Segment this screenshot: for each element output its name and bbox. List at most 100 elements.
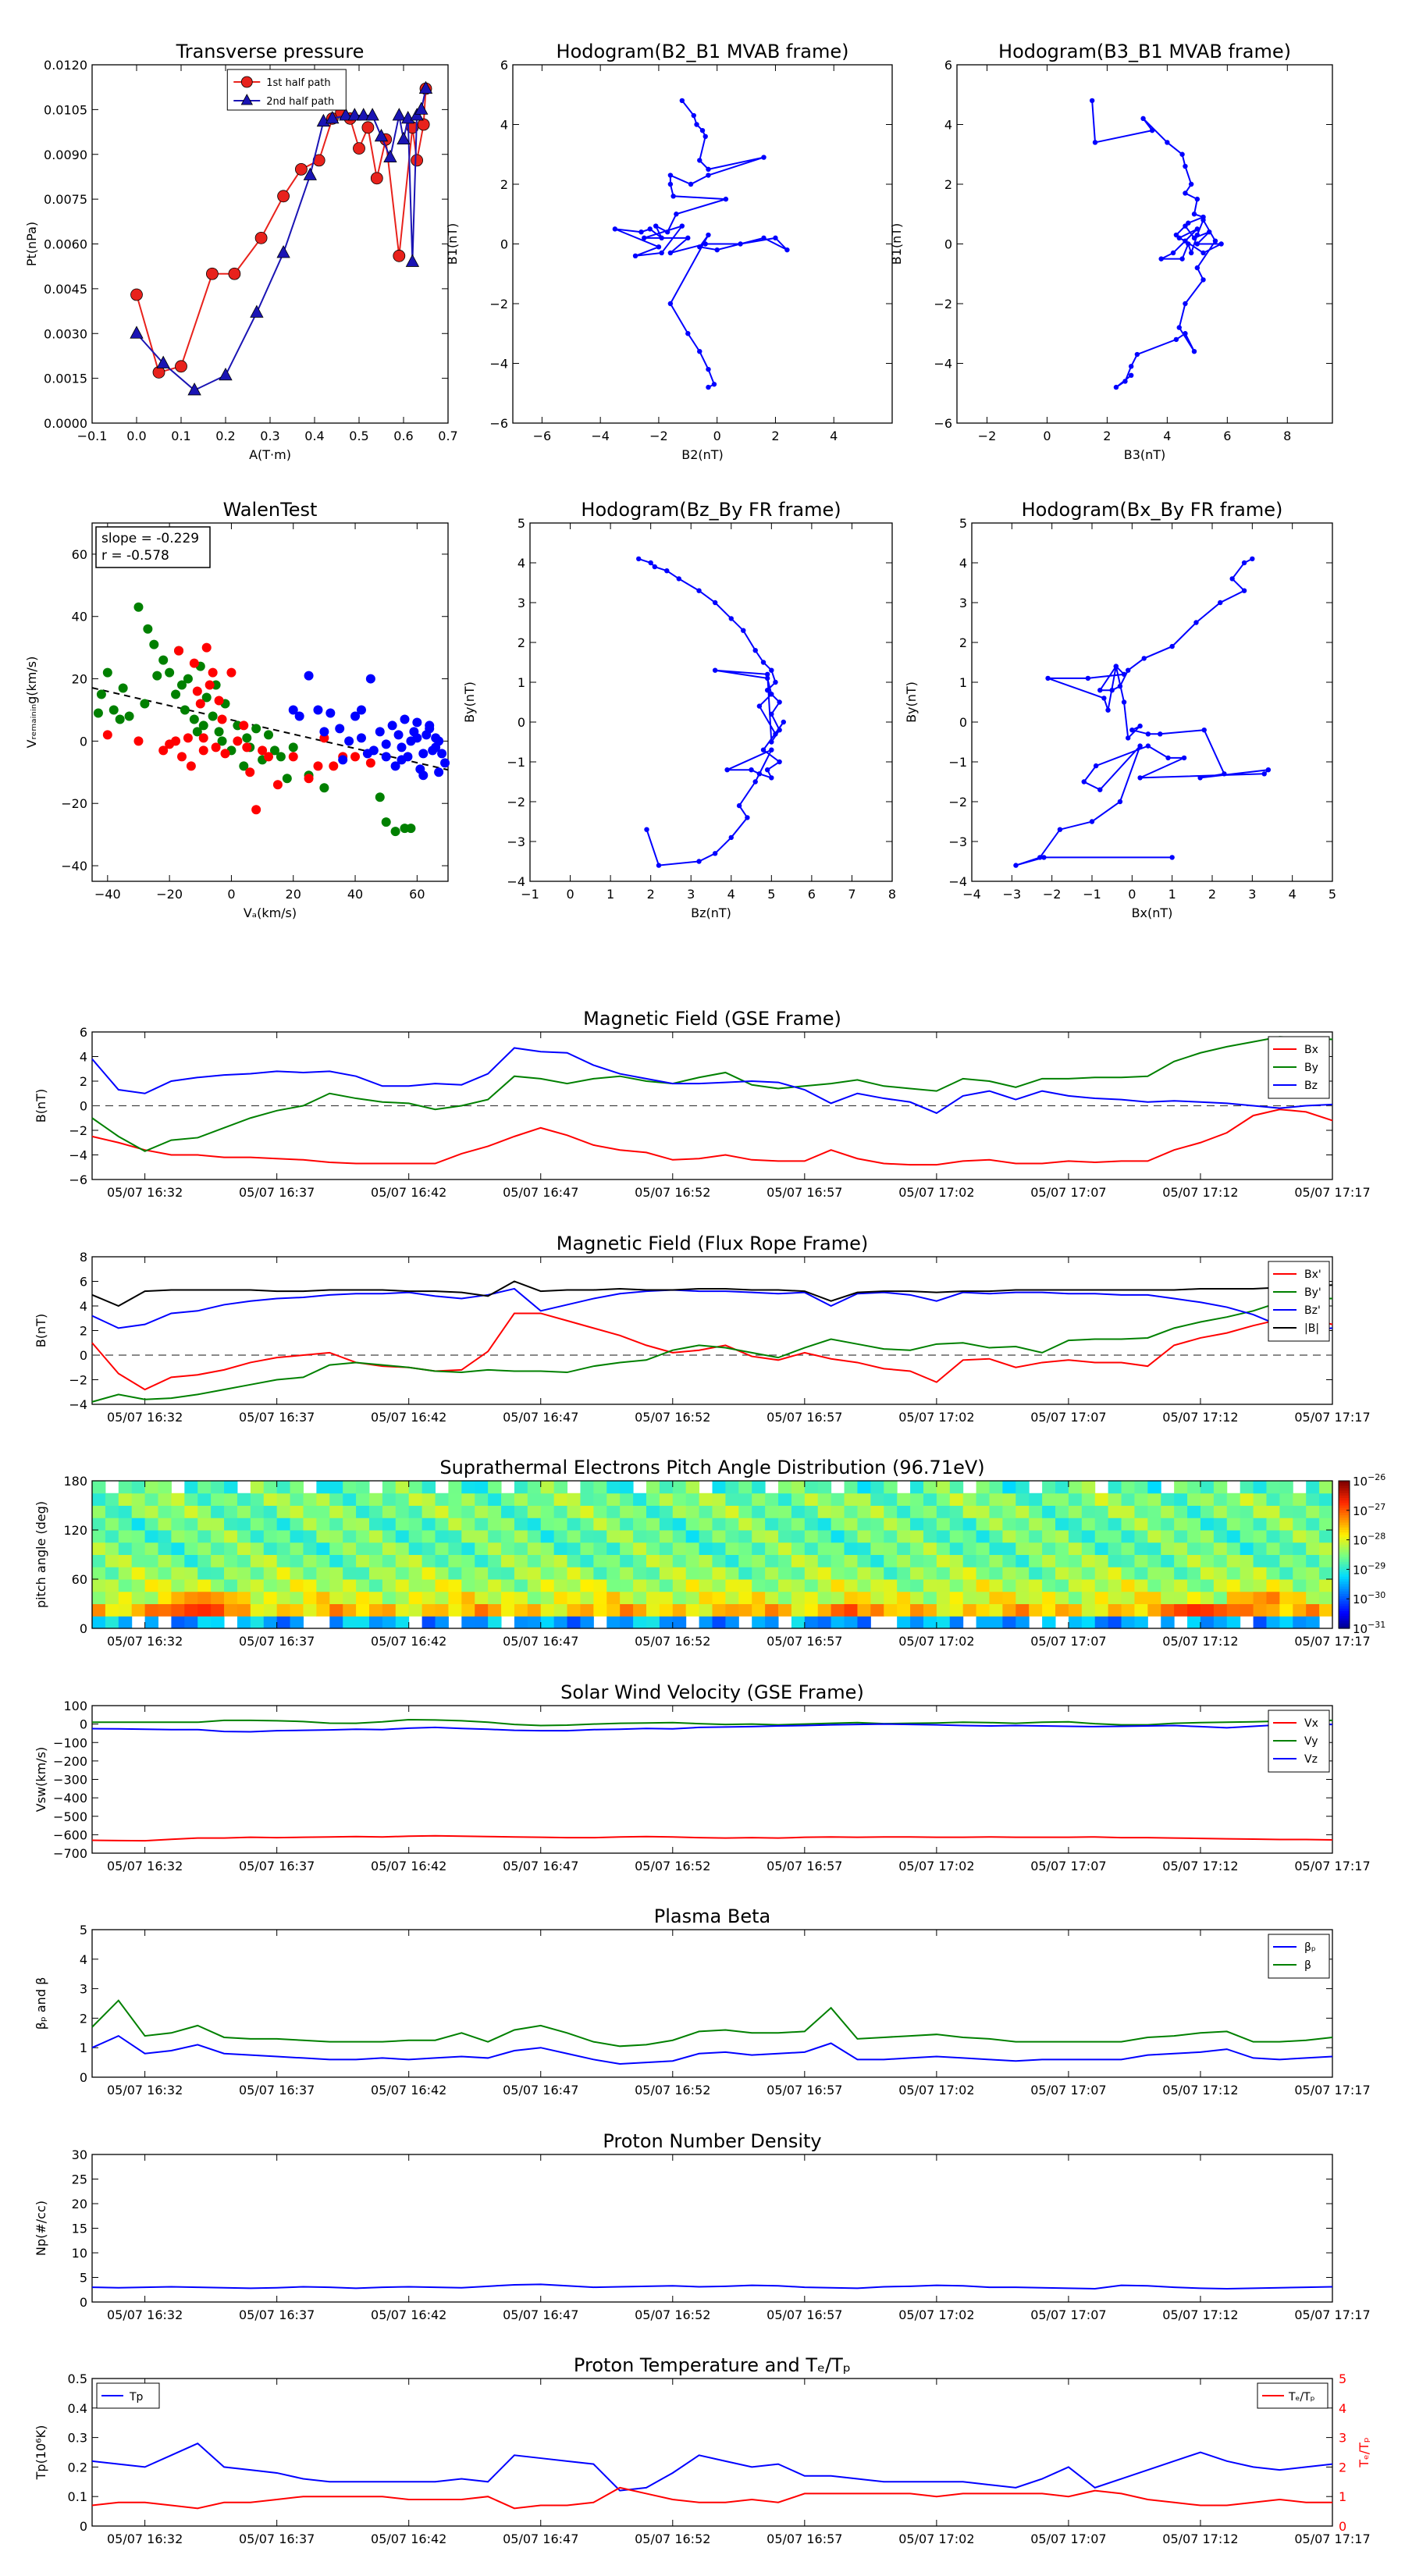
mag-fr-xtick-label: 05/07 17:02	[898, 1410, 974, 1425]
pitch-angle-cell	[158, 1481, 172, 1494]
pitch-angle-cell	[514, 1517, 528, 1531]
hodogram-b3-b1-point	[1191, 349, 1197, 354]
pitch-angle-cell	[1253, 1591, 1267, 1604]
pitch-angle-cell	[488, 1481, 502, 1494]
pitch-angle-cell	[1213, 1505, 1228, 1518]
pitch-angle-cell	[408, 1481, 423, 1494]
pitch-angle-cell	[211, 1579, 225, 1592]
pitch-angle-cell	[1319, 1579, 1333, 1592]
transverse-pressure-circle-marker	[361, 121, 375, 134]
pitch-angle-cell	[408, 1591, 423, 1604]
pitch-angle-cell	[276, 1554, 291, 1567]
hodogram-bx-by-ytick-label: 0	[959, 715, 967, 730]
pitch-angle-cell	[725, 1530, 739, 1543]
pitch-angle-cell	[263, 1530, 278, 1543]
pitch-angle-cell	[857, 1481, 871, 1494]
pitch-angle-cell	[158, 1505, 172, 1518]
walen-test-scatter-point	[393, 730, 404, 740]
pitch-angle-cell	[765, 1493, 779, 1506]
proton-temperature-xtick-label: 05/07 17:12	[1162, 2532, 1238, 2546]
pitch-angle-cell	[1226, 1530, 1241, 1543]
pitch-angle-cell	[791, 1554, 806, 1567]
pitch-angle-cell	[1213, 1481, 1228, 1494]
pitch-angle-cell	[1213, 1542, 1228, 1555]
pitch-angle-cell	[1161, 1567, 1175, 1580]
pitch-angle-cell	[884, 1603, 898, 1617]
mag-fr-legend: Bx'By'Bz'|B|	[1268, 1261, 1330, 1342]
pitch-angle-cell	[475, 1591, 489, 1604]
hodogram-bz-by-chart: Hodogram(Bz_By FR frame)−1 0 1 2 3 4 5 6 7 8−4−3−…	[462, 499, 896, 920]
pitch-angle-cell	[197, 1542, 212, 1555]
pitch-angle-cell	[105, 1579, 119, 1592]
pitch-angle-cell	[857, 1505, 871, 1518]
hodogram-b3-b1-point	[1173, 336, 1179, 343]
hodogram-bz-by-ytick-label: −2	[507, 795, 525, 809]
pitch-angle-cell	[646, 1579, 660, 1592]
pitch-angle-cell	[316, 1517, 330, 1531]
walen-test-scatter-point	[211, 742, 221, 753]
pitch-angle-cell	[659, 1481, 674, 1494]
pitch-angle-cell	[527, 1505, 542, 1518]
pitch-angle-cell	[778, 1554, 792, 1567]
mag-fr-legend-label: Bz'	[1304, 1304, 1321, 1317]
proton-temperature-ytick-right-label: 4	[1339, 2401, 1346, 2416]
pitch-angle-cell	[540, 1493, 555, 1506]
transverse-pressure-xtick-label: 0.0	[126, 429, 146, 443]
pitch-angle-cell	[844, 1554, 858, 1567]
pitch-angle-cell	[949, 1567, 964, 1580]
pitch-angle-cell	[131, 1579, 146, 1592]
hodogram-bx-by-point	[1126, 735, 1131, 741]
pitch-angle-cell	[923, 1567, 937, 1580]
pitch-angle-cell	[672, 1567, 687, 1580]
hodogram-bx-by-point	[1081, 779, 1087, 785]
pitch-angle-cell	[105, 1505, 119, 1518]
pitch-angle-colorbar-step	[1339, 1503, 1350, 1507]
pitch-angle-colorbar-step	[1339, 1554, 1350, 1558]
pitch-angle-cell	[593, 1481, 607, 1494]
proton-density-ytick-label: 5	[80, 2271, 87, 2286]
solar-wind-velocity-legend-label: Vx	[1304, 1717, 1318, 1730]
plasma-beta-xtick-label: 05/07 17:02	[898, 2083, 974, 2097]
hodogram-bx-by-ytick-label: 5	[959, 516, 967, 531]
pitch-angle-cell	[778, 1530, 792, 1543]
pitch-angle-colorbar-step	[1339, 1544, 1350, 1548]
pitch-angle-cell	[1226, 1579, 1241, 1592]
hodogram-b2-b1-point	[711, 382, 717, 387]
transverse-pressure-circle-marker	[370, 172, 383, 185]
pitch-angle-cell	[1306, 1481, 1320, 1494]
pitch-angle-colorbar-frame	[1338, 1480, 1350, 1629]
pitch-angle-cell	[356, 1603, 370, 1617]
pitch-angle-cell	[567, 1493, 581, 1506]
pitch-angle-colorbar-step	[1339, 1589, 1350, 1592]
pitch-angle-cell	[171, 1505, 185, 1518]
pitch-angle-cell	[1068, 1481, 1083, 1494]
transverse-pressure-xtick-label: 0.1	[171, 429, 190, 443]
pitch-angle-cell	[368, 1554, 383, 1567]
hodogram-b2-b1-point	[699, 127, 706, 133]
hodogram-bz-by-xlabel: Bz(nT)	[691, 906, 731, 920]
plasma-beta-xtick-label: 05/07 16:42	[371, 2083, 446, 2097]
pitch-angle-cell	[329, 1493, 343, 1506]
pitch-angle-cell	[817, 1554, 832, 1567]
pitch-angle-cell	[791, 1616, 806, 1629]
pitch-angle-cell	[699, 1517, 713, 1531]
pitch-angle-cell	[422, 1481, 436, 1494]
pitch-angle-cell	[923, 1481, 937, 1494]
pitch-angle-cell	[738, 1542, 752, 1555]
walen-test-scatter-point	[220, 749, 230, 759]
pitch-angle-cell	[105, 1554, 119, 1567]
pitch-angle-cell	[1081, 1554, 1096, 1567]
pitch-angle-cell	[171, 1591, 185, 1604]
walen-test-scatter-point	[208, 711, 218, 721]
pitch-angle-cell	[422, 1517, 436, 1531]
pitch-angle-cell	[831, 1567, 845, 1580]
pitch-angle-chart: 10−2610−2710−2810−2910−3010−31Supratherm…	[34, 1457, 1385, 1649]
pitch-angle-cell	[1266, 1505, 1280, 1518]
hodogram-bx-by-point	[1117, 683, 1123, 689]
pitch-angle-cell	[1042, 1517, 1056, 1531]
hodogram-b2-b1-point	[664, 229, 670, 235]
pitch-angle-cell	[1200, 1505, 1215, 1518]
mag-gse-xtick-label: 05/07 16:42	[371, 1185, 446, 1200]
pitch-angle-cell	[435, 1603, 449, 1617]
